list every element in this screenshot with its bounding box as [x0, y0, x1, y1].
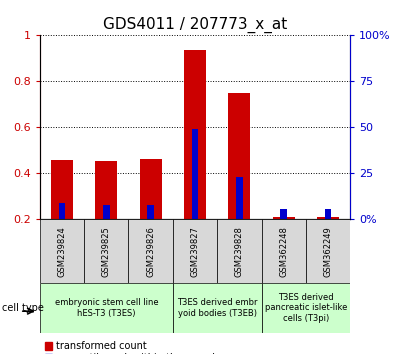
Text: GSM239827: GSM239827	[191, 226, 199, 277]
Bar	[95, 161, 117, 219]
Bar	[280, 209, 287, 219]
Bar	[261, 219, 306, 283]
Bar	[59, 203, 65, 219]
Text: embryonic stem cell line
hES-T3 (T3ES): embryonic stem cell line hES-T3 (T3ES)	[55, 298, 158, 318]
Bar	[173, 283, 261, 333]
Bar	[84, 219, 129, 283]
Text: GSM239826: GSM239826	[146, 226, 155, 277]
Text: GSM239824: GSM239824	[57, 226, 66, 277]
Bar	[40, 219, 84, 283]
Bar	[140, 159, 162, 219]
Bar	[273, 217, 295, 219]
Bar	[325, 209, 332, 219]
Bar	[236, 177, 243, 219]
Text: T3ES derived embr
yoid bodies (T3EB): T3ES derived embr yoid bodies (T3EB)	[177, 298, 258, 318]
Bar	[51, 160, 73, 219]
Text: GSM362249: GSM362249	[324, 226, 333, 277]
Text: GSM239825: GSM239825	[102, 226, 111, 277]
Text: T3ES derived
pancreatic islet-like
cells (T3pi): T3ES derived pancreatic islet-like cells…	[265, 293, 347, 323]
Bar	[228, 93, 250, 219]
Bar	[217, 219, 261, 283]
Bar	[129, 219, 173, 283]
Legend: transformed count, percentile rank within the sample: transformed count, percentile rank withi…	[45, 341, 221, 354]
Bar	[147, 205, 154, 219]
Bar	[306, 219, 350, 283]
Text: GSM239828: GSM239828	[235, 226, 244, 277]
Bar	[184, 50, 206, 219]
Bar	[173, 219, 217, 283]
Bar	[317, 217, 339, 219]
Text: cell type: cell type	[2, 303, 44, 313]
Text: GSM362248: GSM362248	[279, 226, 288, 277]
Title: GDS4011 / 207773_x_at: GDS4011 / 207773_x_at	[103, 16, 287, 33]
Bar	[192, 129, 198, 219]
Bar	[103, 205, 110, 219]
Bar	[261, 283, 350, 333]
Bar	[40, 283, 173, 333]
